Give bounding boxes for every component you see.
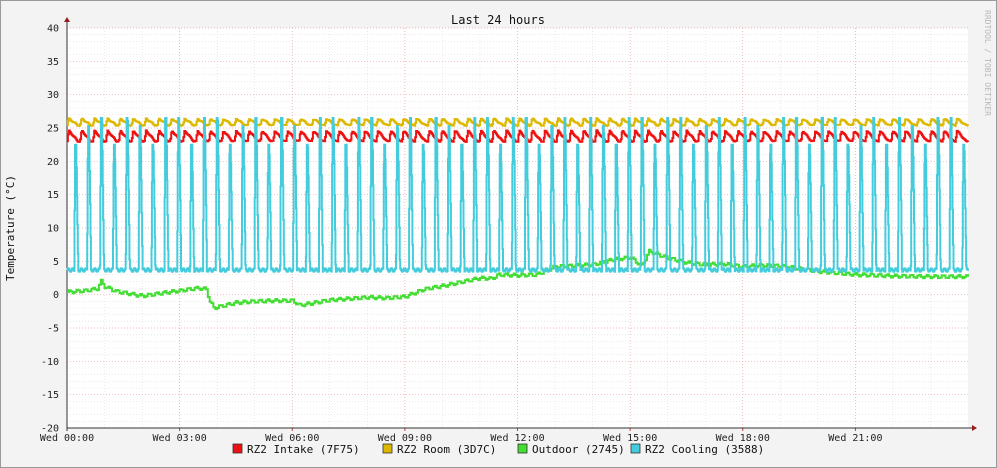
x-tick-label: Wed 18:00 bbox=[716, 433, 770, 444]
x-tick-label: Wed 12:00 bbox=[490, 433, 544, 444]
legend-swatch bbox=[517, 443, 528, 454]
x-tick-label: Wed 06:00 bbox=[265, 433, 319, 444]
grid bbox=[67, 27, 968, 429]
chart-title: Last 24 hours bbox=[451, 13, 545, 27]
y-tick-label: -10 bbox=[41, 357, 59, 368]
y-tick-label: 30 bbox=[47, 90, 59, 101]
y-tick-label: 15 bbox=[47, 190, 59, 201]
y-tick-label: 35 bbox=[47, 57, 59, 68]
legend-label: Outdoor (2745) bbox=[532, 443, 625, 456]
y-tick-label: 25 bbox=[47, 124, 59, 135]
axes bbox=[64, 17, 977, 431]
y-tick-label: 0 bbox=[53, 290, 59, 301]
legend-item: RZ2 Cooling (3588) bbox=[630, 443, 764, 456]
legend-swatch bbox=[382, 443, 393, 454]
legend: RZ2 Intake (7F75) RZ2 Room (3D7C) Outdoor … bbox=[232, 443, 764, 456]
y-tick-label: -5 bbox=[47, 324, 59, 335]
x-tick-label: Wed 09:00 bbox=[378, 433, 432, 444]
y-axis-label: Temperature (°C) bbox=[4, 175, 17, 281]
y-tick-label: 10 bbox=[47, 224, 59, 235]
watermark: RRDTOOL / TOBI OETIKER bbox=[983, 10, 992, 116]
series-line-4 bbox=[66, 117, 969, 273]
y-axis-arrow bbox=[64, 17, 70, 22]
legend-label: RZ2 Intake (7F75) bbox=[247, 443, 360, 456]
legend-item: Outdoor (2745) bbox=[517, 443, 625, 456]
x-tick-label: Wed 03:00 bbox=[153, 433, 207, 444]
x-tick-label: Wed 21:00 bbox=[828, 433, 882, 444]
legend-swatch bbox=[232, 443, 243, 454]
legend-label: RZ2 Room (3D7C) bbox=[397, 443, 496, 456]
y-tick-label: 20 bbox=[47, 157, 59, 168]
x-axis-arrow bbox=[972, 425, 977, 431]
y-tick-label: 40 bbox=[47, 24, 59, 35]
legend-swatch bbox=[630, 443, 641, 454]
series-lines bbox=[66, 117, 969, 310]
y-tick-label: 5 bbox=[53, 257, 59, 268]
x-tick-label: Wed 00:00 bbox=[40, 433, 94, 444]
y-tick-label: -15 bbox=[41, 390, 59, 401]
legend-label: RZ2 Cooling (3588) bbox=[645, 443, 764, 456]
y-tick-label: -20 bbox=[41, 424, 59, 435]
legend-item: RZ2 Intake (7F75) bbox=[232, 443, 360, 456]
legend-item: RZ2 Room (3D7C) bbox=[382, 443, 496, 456]
x-tick-label: Wed 15:00 bbox=[603, 433, 657, 444]
